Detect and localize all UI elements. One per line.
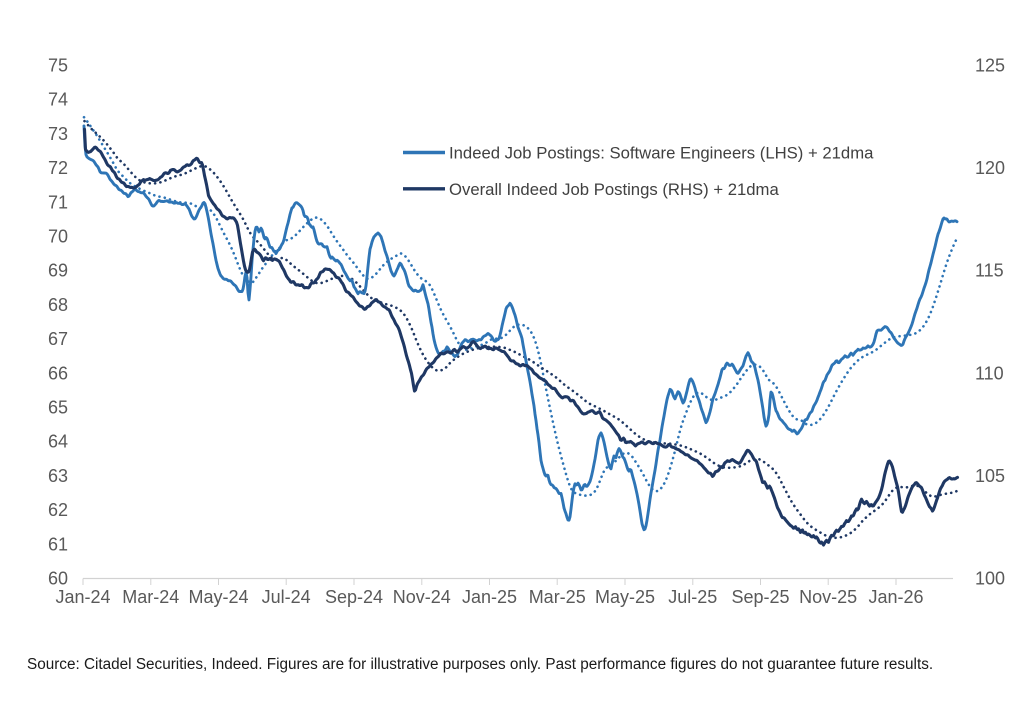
svg-text:100: 100 bbox=[975, 569, 1005, 589]
svg-text:Jan-24: Jan-24 bbox=[55, 587, 110, 607]
svg-text:Indeed Job Postings: Software: Indeed Job Postings: Software Engineers … bbox=[449, 144, 874, 163]
svg-text:Jan-25: Jan-25 bbox=[462, 587, 517, 607]
svg-text:74: 74 bbox=[48, 90, 68, 110]
svg-text:May-25: May-25 bbox=[595, 587, 655, 607]
svg-text:64: 64 bbox=[48, 432, 68, 452]
svg-text:Jul-25: Jul-25 bbox=[668, 587, 717, 607]
svg-text:Mar-24: Mar-24 bbox=[122, 587, 179, 607]
svg-text:May-24: May-24 bbox=[188, 587, 248, 607]
svg-text:115: 115 bbox=[975, 261, 1004, 281]
svg-text:Sep-25: Sep-25 bbox=[731, 587, 789, 607]
svg-text:62: 62 bbox=[48, 500, 68, 520]
svg-text:72: 72 bbox=[48, 158, 68, 178]
svg-text:70: 70 bbox=[48, 227, 68, 247]
svg-text:61: 61 bbox=[48, 534, 68, 554]
svg-text:66: 66 bbox=[48, 363, 68, 383]
svg-text:73: 73 bbox=[48, 124, 68, 144]
svg-text:105: 105 bbox=[975, 466, 1005, 486]
svg-text:71: 71 bbox=[48, 192, 68, 212]
svg-text:69: 69 bbox=[48, 261, 68, 281]
svg-text:65: 65 bbox=[48, 398, 68, 418]
svg-text:Nov-24: Nov-24 bbox=[393, 587, 451, 607]
svg-text:110: 110 bbox=[975, 363, 1004, 383]
svg-text:60: 60 bbox=[48, 569, 68, 589]
svg-text:Nov-25: Nov-25 bbox=[799, 587, 857, 607]
svg-text:Source: Citadel Securities, In: Source: Citadel Securities, Indeed. Figu… bbox=[27, 656, 933, 673]
svg-text:120: 120 bbox=[975, 158, 1005, 178]
svg-text:Sep-24: Sep-24 bbox=[325, 587, 383, 607]
svg-text:Jul-24: Jul-24 bbox=[262, 587, 311, 607]
svg-text:68: 68 bbox=[48, 295, 68, 315]
svg-text:67: 67 bbox=[48, 329, 68, 349]
svg-text:Mar-25: Mar-25 bbox=[529, 587, 586, 607]
svg-text:Overall Indeed Job Postings (R: Overall Indeed Job Postings (RHS) + 21dm… bbox=[449, 180, 779, 199]
svg-text:63: 63 bbox=[48, 466, 68, 486]
svg-text:125: 125 bbox=[975, 56, 1005, 76]
svg-text:Jan-26: Jan-26 bbox=[868, 587, 923, 607]
svg-text:75: 75 bbox=[48, 56, 68, 76]
